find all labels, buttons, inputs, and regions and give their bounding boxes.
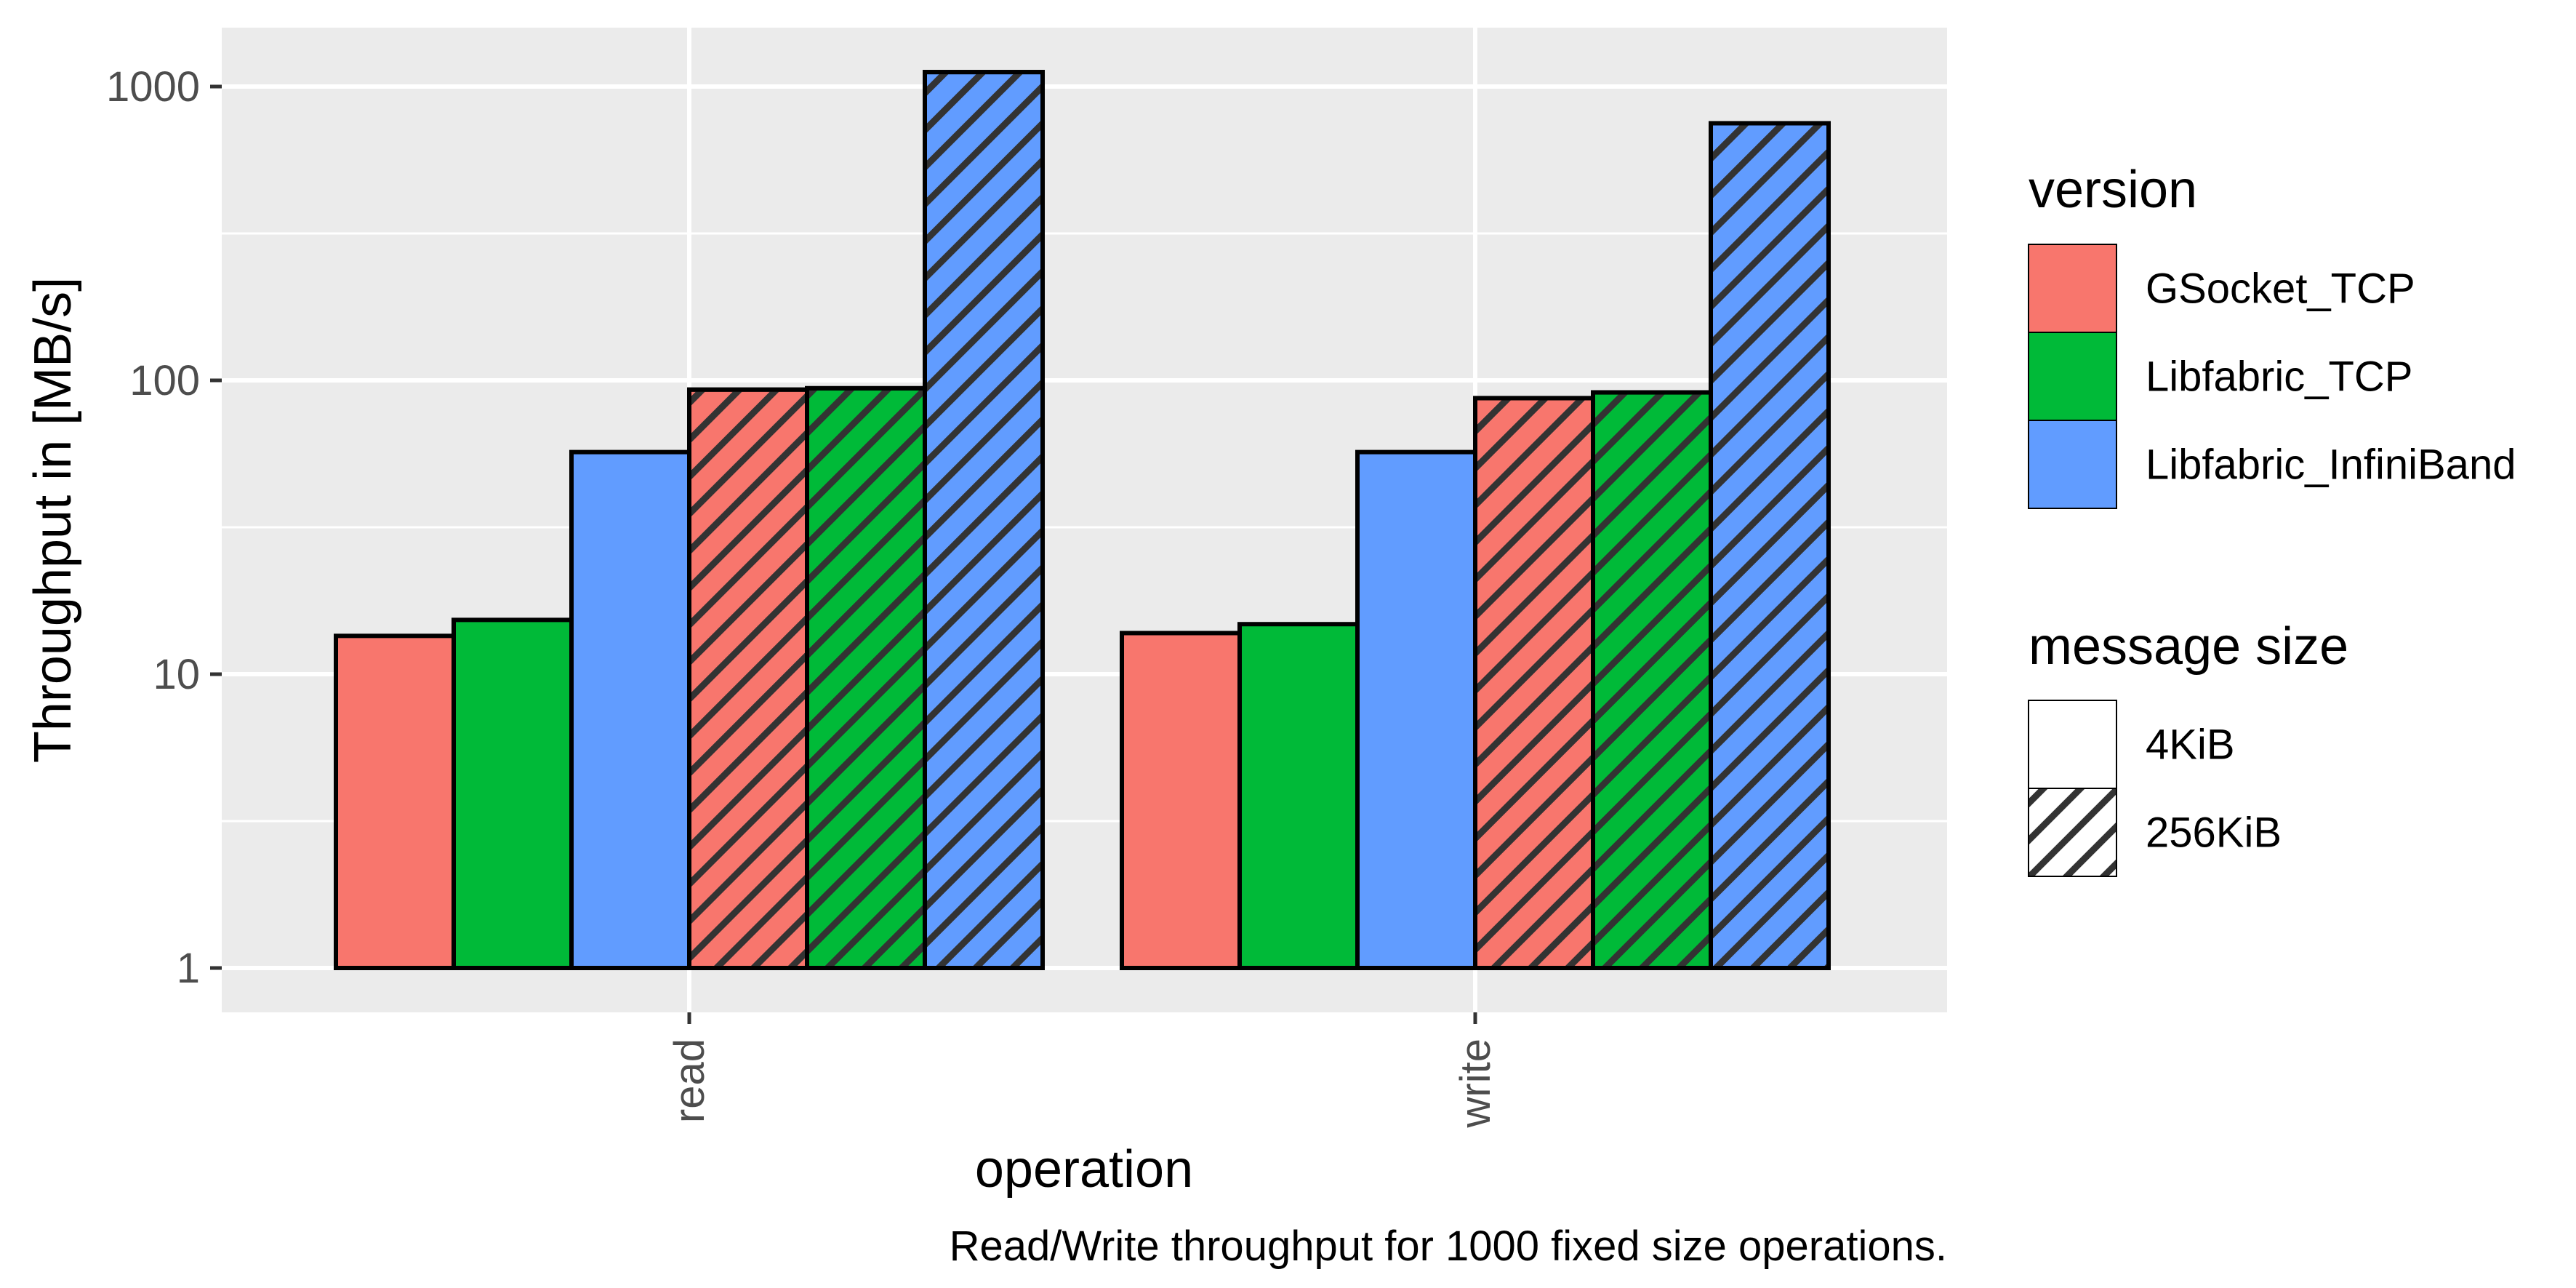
chart-caption: Read/Write throughput for 1000 fixed siz… bbox=[950, 1223, 1947, 1270]
legend-label: 256KiB bbox=[2146, 809, 2282, 857]
bar-stripe-write-Libfabric_InfiniBand bbox=[1709, 121, 1831, 971]
legend-key-4KiB bbox=[2028, 700, 2117, 789]
legend-key-stripe bbox=[2028, 788, 2117, 877]
y-tick-label: 100 bbox=[129, 357, 200, 404]
bar-write-GSocket_TCP-4KiB bbox=[1120, 631, 1242, 970]
x-axis: read write bbox=[666, 1012, 1499, 1128]
legend-label: Libfabric_InfiniBand bbox=[2146, 441, 2516, 489]
legend-key-Libfabric_InfiniBand bbox=[2028, 420, 2117, 509]
legend-label: GSocket_TCP bbox=[2146, 265, 2415, 313]
legend-version: version GSocket_TCP Libfabric_TCP Libfabric… bbox=[2028, 161, 2516, 509]
legend-key-GSocket_TCP bbox=[2028, 244, 2117, 333]
legend-key-Libfabric_TCP bbox=[2028, 332, 2117, 421]
legend-title: message size bbox=[2029, 617, 2348, 676]
y-tick-label: 10 bbox=[153, 651, 200, 698]
bar-write-Libfabric_TCP-4KiB bbox=[1237, 622, 1360, 971]
bar-stripe-read-GSocket_TCP bbox=[687, 387, 809, 970]
bar-stripe-write-GSocket_TCP bbox=[1473, 396, 1595, 970]
legend-message-size: message size 4KiB 256KiB bbox=[2028, 617, 2348, 877]
legend-label: Libfabric_TCP bbox=[2146, 353, 2412, 401]
bar-group bbox=[334, 70, 1831, 971]
y-tick-label: 1 bbox=[177, 945, 200, 992]
bar-read-Libfabric_InfiniBand-4KiB bbox=[569, 449, 691, 970]
bar-read-Libfabric_TCP-4KiB bbox=[452, 617, 574, 970]
bar-write-Libfabric_InfiniBand-4KiB bbox=[1355, 449, 1477, 970]
bar-stripe-write-Libfabric_TCP bbox=[1591, 390, 1713, 970]
x-axis-title: operation bbox=[975, 1140, 1193, 1199]
bar-read-GSocket_TCP-4KiB bbox=[334, 633, 456, 970]
legend-label: 4KiB bbox=[2146, 721, 2235, 769]
y-tick-label: 1000 bbox=[106, 63, 200, 111]
bar-stripe-read-Libfabric_TCP bbox=[805, 385, 927, 970]
y-axis-title: Throughput in [MB/s] bbox=[24, 277, 82, 763]
x-tick-label: read bbox=[666, 1039, 713, 1123]
legend-title: version bbox=[2029, 161, 2197, 219]
x-tick-label: write bbox=[1452, 1039, 1499, 1128]
y-axis: 1 10 100 1000 bbox=[106, 63, 222, 992]
bar-stripe-read-Libfabric_InfiniBand bbox=[923, 70, 1045, 970]
